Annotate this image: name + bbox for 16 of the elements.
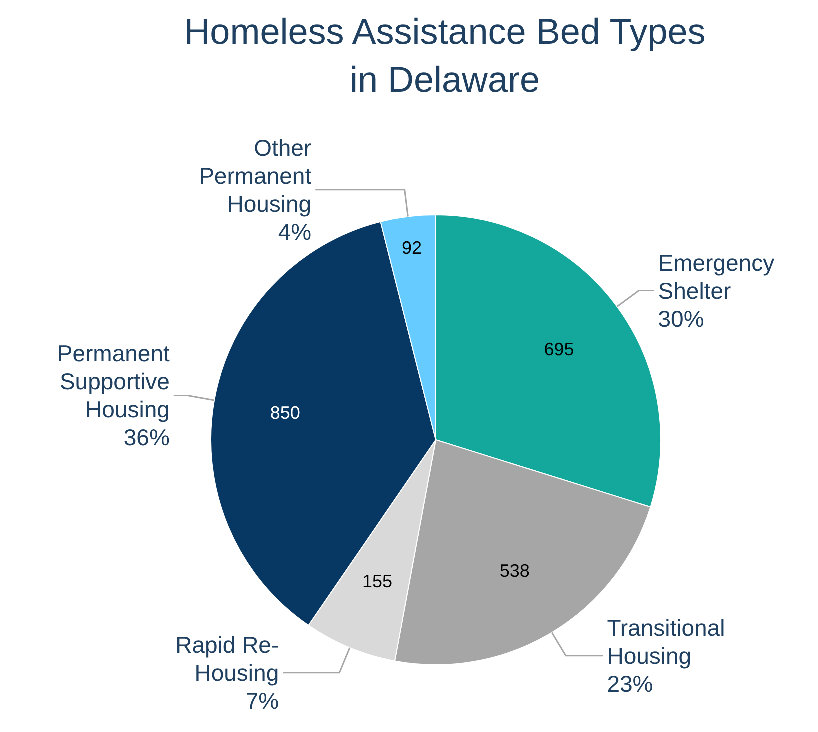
slice-label: Permanent Supportive Housing bbox=[57, 340, 171, 423]
data-label: 92 bbox=[402, 238, 422, 258]
chart-title: Homeless Assistance Bed Types in Delaware bbox=[184, 11, 706, 100]
text: 7% bbox=[246, 688, 280, 714]
slice-label: Emergency Shelter bbox=[658, 250, 776, 304]
slice-label: Other Permanent Housing bbox=[199, 134, 312, 217]
text: 4% bbox=[278, 218, 312, 245]
slice-label: Rapid Re-Housing bbox=[176, 632, 280, 686]
data-label: 695 bbox=[544, 339, 574, 360]
text: 36% bbox=[124, 424, 170, 451]
data-label: 538 bbox=[500, 561, 530, 582]
text: 23% bbox=[607, 670, 654, 697]
text: 30% bbox=[658, 306, 704, 332]
data-label: 155 bbox=[362, 571, 393, 592]
slice-label: Transitional Housing bbox=[607, 614, 726, 669]
data-label: 850 bbox=[270, 403, 300, 424]
